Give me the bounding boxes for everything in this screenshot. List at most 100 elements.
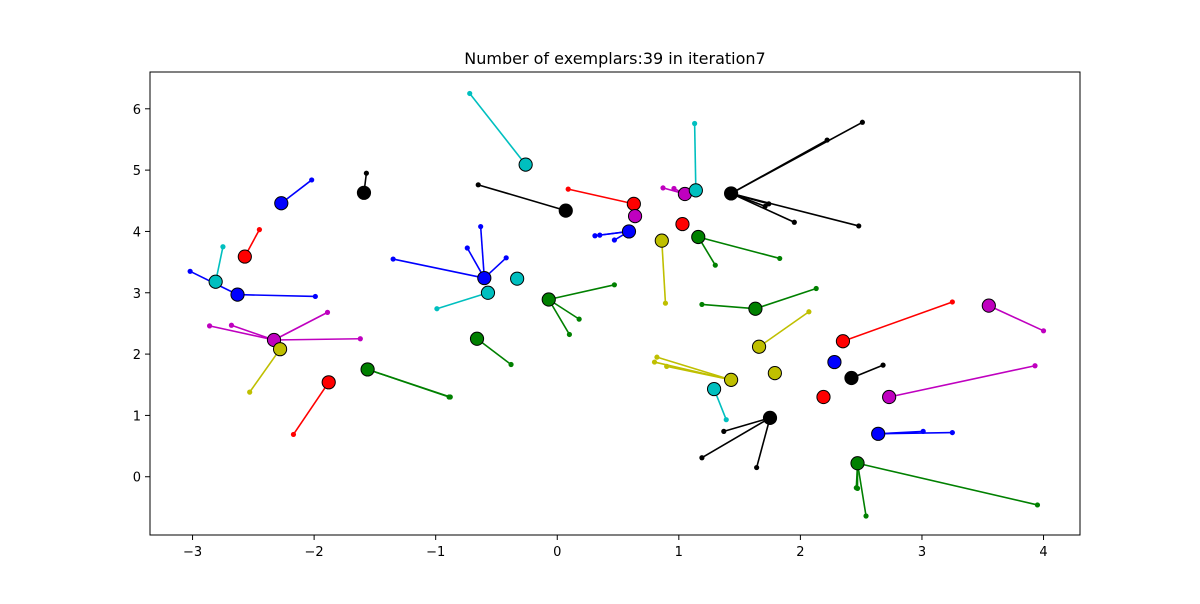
- y-tick-label-4: 4: [133, 225, 141, 240]
- cluster-36-link-0: [988, 304, 1044, 332]
- cluster-35-link-0: [888, 364, 1036, 398]
- cluster-30-link-2: [755, 417, 771, 468]
- cluster-30-member-2: [754, 464, 760, 471]
- cluster-5-member-1: [228, 322, 235, 328]
- exemplar-7: [321, 375, 336, 390]
- exemplar-25: [748, 301, 763, 316]
- cluster-23-link-1: [698, 236, 780, 260]
- exemplar-1: [356, 185, 372, 200]
- cluster-35: [888, 363, 1038, 398]
- y-tick-label-1: 1: [133, 409, 141, 424]
- cluster-6-link-0: [249, 348, 281, 393]
- cluster-5-link-0: [209, 325, 275, 341]
- plot-frame: [149, 71, 1081, 536]
- exemplar-21: [688, 183, 703, 198]
- cluster-6: [247, 348, 281, 395]
- y-tick-label-5: 5: [133, 164, 141, 179]
- cluster-31-member-0: [949, 299, 955, 305]
- cluster-23-member-1: [777, 255, 783, 262]
- exemplar-15: [541, 292, 556, 307]
- exemplar-32: [827, 354, 842, 370]
- cluster-16-link-0: [568, 188, 635, 205]
- cluster-15-member-0: [611, 282, 617, 288]
- exemplar-19: [654, 233, 669, 248]
- cluster-38: [853, 462, 1041, 519]
- cluster-30-member-1: [699, 455, 705, 461]
- x-tick-label-5: 2: [796, 545, 804, 560]
- y-tick-label-2: 2: [133, 348, 141, 363]
- exemplar-36: [981, 298, 996, 313]
- cluster-16-member-0: [565, 186, 571, 192]
- cluster-9: [467, 90, 527, 166]
- cluster-38-link-2: [856, 463, 867, 517]
- exemplar-2: [237, 249, 252, 264]
- cluster-15-link-0: [548, 284, 615, 301]
- cluster-21-member-0: [692, 120, 698, 127]
- cluster-0-member-0: [309, 177, 315, 183]
- axes-layer: −3 −2 −1 0 1 2 3 4 0 1 2 3 4 5 6: [133, 71, 1081, 560]
- cluster-11-link-2: [479, 226, 486, 279]
- cluster-7-member-0: [290, 431, 297, 438]
- exemplar-28: [767, 366, 782, 381]
- cluster-30: [699, 417, 771, 471]
- exemplar-33: [844, 370, 859, 386]
- cluster-8-link-1: [367, 368, 450, 398]
- cluster-25-link-0: [701, 303, 756, 310]
- exemplar-6: [272, 342, 288, 357]
- cluster-38-link-3: [857, 462, 1038, 506]
- exemplar-0: [274, 196, 289, 211]
- cluster-23: [697, 236, 783, 268]
- cluster-20-member-0: [660, 185, 666, 191]
- cluster-37-link-1: [878, 431, 953, 435]
- x-tick-label-2: −1: [426, 545, 445, 560]
- cluster-14-link-0: [476, 338, 512, 366]
- cluster-27-member-0: [651, 359, 658, 365]
- exemplar-34: [816, 389, 831, 405]
- cluster-27-member-1: [654, 354, 660, 360]
- cluster-12: [434, 292, 489, 312]
- cluster-37: [878, 428, 955, 436]
- cluster-9-link-0: [469, 92, 527, 166]
- cluster-10-link-0: [478, 184, 566, 212]
- exemplar-8: [360, 362, 375, 377]
- cluster-8-member-1: [446, 394, 452, 400]
- exemplar-18: [621, 224, 637, 239]
- cluster-11-member-0: [390, 256, 396, 262]
- x-tick-label-0: −3: [183, 545, 202, 560]
- cluster-36-member-0: [1040, 328, 1047, 334]
- cluster-38-member-2: [863, 513, 869, 519]
- cluster-24-member-4: [791, 219, 797, 225]
- cluster-37-member-1: [949, 429, 955, 436]
- exemplar-10: [558, 203, 573, 218]
- cluster-30-link-0: [723, 417, 771, 433]
- cluster-18-member-0: [592, 233, 598, 239]
- cluster-19: [661, 240, 669, 306]
- cluster-4-member-1: [312, 293, 318, 300]
- cluster-9-member-0: [467, 90, 473, 97]
- exemplar-12: [480, 285, 496, 300]
- cluster-4: [187, 268, 318, 300]
- cluster-18-member-2: [611, 237, 617, 243]
- x-tick-label-1: −2: [305, 545, 324, 560]
- exemplar-13: [510, 271, 525, 286]
- cluster-5-member-2: [324, 309, 331, 315]
- cluster-35-member-0: [1032, 363, 1038, 369]
- cluster-27: [651, 354, 732, 381]
- cluster-26-link-0: [758, 311, 810, 348]
- exemplar-37: [871, 426, 886, 441]
- exemplar-22: [675, 216, 690, 232]
- exemplar-26: [751, 339, 767, 354]
- cluster-25: [699, 285, 819, 310]
- exemplar-4: [230, 287, 245, 302]
- cluster-25-member-0: [699, 301, 705, 308]
- cluster-26-member-0: [806, 309, 812, 315]
- cluster-15: [548, 282, 617, 338]
- cluster-5-link-3: [273, 337, 361, 341]
- cluster-24-link-4: [730, 192, 795, 223]
- exemplar-14: [469, 331, 485, 346]
- y-tick-label-6: 6: [133, 103, 141, 118]
- cluster-36: [988, 304, 1047, 334]
- exemplar-3: [208, 274, 223, 289]
- cluster-14: [476, 338, 514, 368]
- cluster-19-link-0: [661, 240, 667, 304]
